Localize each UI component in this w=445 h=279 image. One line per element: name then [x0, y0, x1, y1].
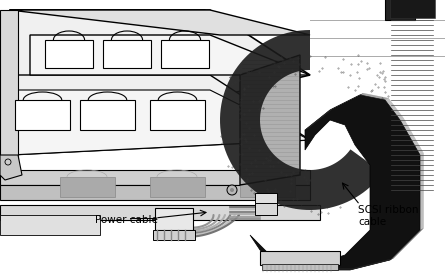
Bar: [255, 203, 277, 215]
Bar: [161, 40, 209, 68]
Polygon shape: [10, 90, 310, 155]
Bar: [45, 40, 93, 68]
Polygon shape: [220, 30, 383, 210]
Text: Power cable: Power cable: [95, 215, 158, 225]
Bar: [262, 264, 338, 270]
Bar: [0, 205, 320, 220]
Polygon shape: [0, 185, 310, 200]
Bar: [0, 215, 100, 235]
Polygon shape: [10, 75, 310, 155]
Polygon shape: [240, 55, 300, 185]
Circle shape: [230, 188, 234, 192]
Bar: [255, 193, 277, 205]
Bar: [390, 0, 435, 18]
Bar: [153, 230, 195, 240]
Circle shape: [5, 159, 11, 165]
Text: SCSI ribbon
cable: SCSI ribbon cable: [358, 205, 418, 227]
Polygon shape: [10, 10, 310, 35]
Bar: [15, 100, 70, 130]
Bar: [155, 208, 193, 230]
Bar: [260, 251, 340, 265]
Bar: [385, 0, 415, 20]
Bar: [240, 177, 295, 197]
Bar: [150, 100, 205, 130]
Polygon shape: [10, 10, 235, 55]
Polygon shape: [0, 155, 22, 180]
Polygon shape: [10, 10, 310, 145]
Bar: [80, 100, 135, 130]
Polygon shape: [30, 35, 310, 75]
Circle shape: [227, 185, 237, 195]
Polygon shape: [250, 95, 420, 270]
Polygon shape: [0, 170, 310, 185]
Bar: [150, 177, 205, 197]
Bar: [60, 177, 115, 197]
Polygon shape: [0, 10, 18, 165]
Bar: [103, 40, 151, 68]
